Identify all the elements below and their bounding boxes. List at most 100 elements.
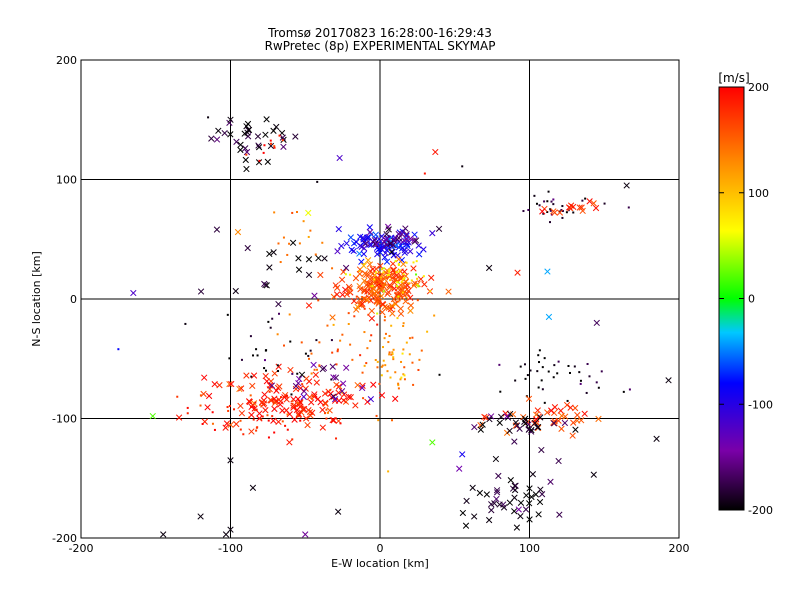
data-point-dot xyxy=(585,391,588,394)
data-point-cross xyxy=(469,484,476,491)
data-point-cross xyxy=(264,158,271,165)
data-point-cross xyxy=(242,145,249,152)
data-point-dot xyxy=(336,350,339,353)
data-point-dot xyxy=(382,290,385,293)
data-point-cross xyxy=(389,241,397,249)
data-point-cross xyxy=(590,200,597,207)
data-point-cross xyxy=(296,398,304,406)
data-point-cross xyxy=(261,391,268,398)
data-point-dot xyxy=(388,273,391,276)
data-point-dot xyxy=(416,299,419,302)
data-point-dot xyxy=(397,384,400,387)
data-point-cross xyxy=(399,286,407,294)
data-point-cross xyxy=(310,361,317,369)
y-tick-label: -200 xyxy=(52,532,77,545)
data-point-cross xyxy=(276,383,283,390)
data-point-dot xyxy=(426,330,429,333)
data-point-cross xyxy=(544,268,551,275)
data-point-dot xyxy=(552,203,555,206)
data-point-dot xyxy=(546,200,549,203)
data-point-cross xyxy=(405,239,412,246)
data-point-cross xyxy=(412,237,420,244)
data-point-cross xyxy=(548,407,555,414)
data-point-dot xyxy=(341,333,344,336)
data-point-dot xyxy=(391,353,394,356)
data-point-dot xyxy=(239,428,242,431)
data-point-dot xyxy=(376,366,379,369)
data-point-dot xyxy=(391,419,394,422)
data-point-cross xyxy=(507,477,514,484)
data-point-dot xyxy=(318,364,321,367)
data-point-dot xyxy=(296,372,299,375)
data-point-cross xyxy=(302,531,309,538)
data-point-cross xyxy=(237,385,245,392)
data-point-cross xyxy=(287,366,294,374)
data-point-dot xyxy=(400,280,403,283)
data-point-dot xyxy=(366,347,369,350)
data-point-dot xyxy=(438,373,441,376)
data-point-dot xyxy=(307,354,310,357)
data-point-dot xyxy=(273,145,276,148)
x-tick-label: 0 xyxy=(377,542,384,555)
data-point-dot xyxy=(184,322,187,325)
data-point-cross xyxy=(407,302,415,309)
x-tick-label: 200 xyxy=(669,542,690,555)
data-point-cross xyxy=(482,414,490,421)
data-point-dot xyxy=(375,414,378,417)
data-point-dot xyxy=(388,334,391,337)
data-point-dot xyxy=(263,359,266,362)
data-point-cross xyxy=(353,238,360,246)
data-point-dot xyxy=(383,319,386,322)
data-point-cross xyxy=(293,406,301,414)
data-point-cross xyxy=(350,247,357,255)
data-point-cross xyxy=(359,300,366,307)
data-point-cross xyxy=(445,288,452,295)
data-point-cross xyxy=(511,438,518,445)
data-point-cross xyxy=(258,399,266,406)
data-point-dot xyxy=(522,210,525,213)
data-point-dot xyxy=(382,346,385,349)
data-point-dot xyxy=(332,323,335,326)
data-point-dot xyxy=(273,146,276,149)
data-point-cross xyxy=(503,413,511,420)
data-point-cross xyxy=(292,382,300,390)
data-point-cross xyxy=(359,382,366,389)
data-point-dot xyxy=(355,295,358,298)
data-point-dot xyxy=(374,274,377,277)
data-point-dot xyxy=(375,271,378,274)
data-point-dot xyxy=(325,417,328,420)
data-point-cross xyxy=(330,293,338,300)
data-point-dot xyxy=(291,372,294,375)
data-point-dot xyxy=(536,370,539,373)
data-point-dot xyxy=(383,337,386,340)
data-point-cross xyxy=(366,261,374,268)
data-point-cross xyxy=(277,401,284,408)
data-point-cross xyxy=(309,409,316,416)
data-point-cross xyxy=(256,410,263,417)
data-point-dot xyxy=(382,271,385,274)
data-point-cross xyxy=(429,230,436,237)
data-point-dot xyxy=(362,397,365,400)
data-point-cross xyxy=(526,500,533,507)
data-point-dot xyxy=(549,209,552,212)
data-point-dot xyxy=(294,404,297,407)
data-point-cross xyxy=(471,423,478,431)
data-point-cross xyxy=(586,198,593,205)
data-point-cross xyxy=(507,410,514,418)
data-point-cross xyxy=(175,414,183,421)
data-point-cross xyxy=(570,203,577,210)
data-point-dot xyxy=(392,358,395,361)
data-point-cross xyxy=(401,246,408,254)
data-point-dot xyxy=(374,358,377,361)
data-point-dot xyxy=(291,211,294,214)
data-point-cross xyxy=(381,275,388,283)
data-point-cross xyxy=(378,392,386,399)
y-tick-label: -100 xyxy=(52,413,77,426)
data-point-dot xyxy=(263,144,266,147)
data-point-cross xyxy=(623,182,630,189)
data-point-dot xyxy=(296,415,299,418)
data-point-cross xyxy=(383,231,390,238)
data-point-dot xyxy=(384,332,387,335)
data-point-cross xyxy=(385,288,392,296)
data-point-dot xyxy=(377,271,380,274)
